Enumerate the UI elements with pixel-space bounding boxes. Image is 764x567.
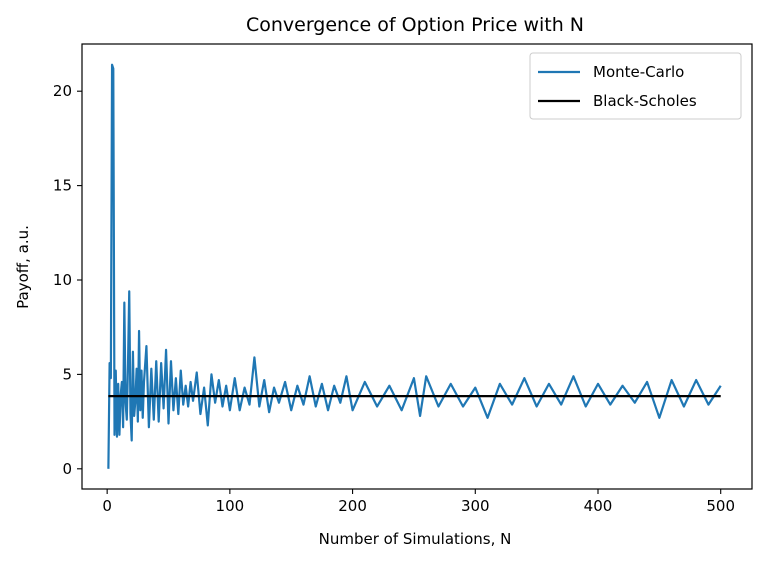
x-tick-label: 200 <box>338 497 367 515</box>
y-axis-label: Payoff, a.u. <box>14 225 32 309</box>
legend-box <box>529 52 742 120</box>
y-tick-label: 5 <box>62 365 72 383</box>
series-line-monte-carlo <box>107 63 722 469</box>
plot-area: 0 100 200 300 400 500 0 5 10 15 20 <box>53 43 753 515</box>
y-tick-label: 10 <box>53 271 72 289</box>
x-tick-label: 0 <box>102 497 112 515</box>
x-tick-label: 500 <box>706 497 735 515</box>
x-tick-label: 400 <box>584 497 613 515</box>
legend: Monte-Carlo Black-Scholes <box>529 52 742 120</box>
legend-label-black-scholes: Black-Scholes <box>593 92 697 110</box>
chart-title: Convergence of Option Price with N <box>246 14 584 36</box>
y-tick-label: 15 <box>53 177 72 195</box>
x-axis-label: Number of Simulations, N <box>319 530 512 548</box>
legend-label-monte-carlo: Monte-Carlo <box>593 63 684 81</box>
axes-frame <box>81 43 753 490</box>
x-tick-label: 300 <box>461 497 490 515</box>
x-tick-label: 100 <box>216 497 245 515</box>
y-tick-label: 0 <box>62 460 72 478</box>
y-tick-label: 20 <box>53 82 72 100</box>
